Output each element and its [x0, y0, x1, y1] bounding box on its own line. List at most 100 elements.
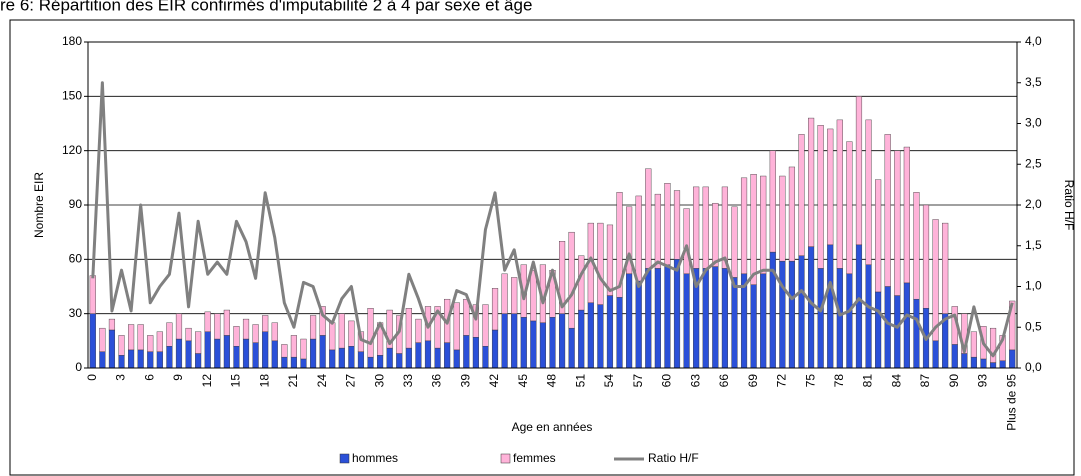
x-tick-label: 27	[344, 374, 358, 388]
bar	[511, 277, 518, 314]
y2-tick-label: 2,5	[1025, 156, 1042, 170]
y-tick-label: 120	[62, 143, 82, 157]
bar	[214, 338, 221, 369]
y2-tick-label: 3,0	[1025, 116, 1042, 130]
x-tick-label: 72	[775, 374, 789, 388]
bar	[472, 337, 479, 369]
bar	[444, 342, 451, 369]
x-tick-label: 81	[861, 374, 875, 388]
bar	[195, 331, 202, 354]
bar	[654, 268, 661, 369]
bar	[817, 268, 824, 369]
bar	[271, 340, 278, 369]
x-tick-label: 84	[889, 374, 903, 388]
bar	[386, 309, 393, 349]
bar	[760, 175, 767, 275]
bar	[530, 320, 537, 369]
bar	[491, 329, 499, 369]
bar	[290, 356, 297, 369]
bar	[252, 342, 259, 369]
y2-axis-title: Ratio H/F	[1062, 180, 1076, 231]
bar	[147, 351, 154, 369]
bar	[597, 222, 604, 305]
bar	[405, 347, 412, 369]
bar	[472, 304, 479, 338]
bar	[779, 175, 786, 262]
x-tick-label: 21	[286, 374, 300, 388]
bar	[175, 338, 183, 369]
bar	[252, 324, 259, 343]
bar	[329, 349, 336, 369]
legend-label: femmes	[513, 451, 556, 465]
bar	[386, 347, 393, 369]
bar	[865, 264, 872, 369]
bar	[645, 268, 652, 369]
bar	[865, 119, 872, 265]
bar	[128, 349, 135, 369]
bar	[223, 335, 230, 369]
bar	[338, 313, 345, 349]
x-tick-label: 36	[430, 374, 444, 388]
bar	[750, 284, 757, 369]
bar	[731, 277, 738, 369]
bar	[424, 340, 432, 369]
y2-tick-label: 0,5	[1025, 319, 1042, 333]
bar	[702, 268, 709, 369]
bar	[568, 327, 575, 369]
bar	[501, 313, 508, 369]
bar	[185, 327, 192, 342]
x-tick-label: 60	[660, 374, 674, 388]
bar	[233, 346, 240, 369]
bar	[808, 117, 815, 247]
y2-tick-label: 4,0	[1025, 34, 1042, 48]
bar	[683, 273, 690, 369]
x-tick-label: 69	[746, 374, 760, 388]
bar	[654, 193, 661, 269]
bar	[731, 206, 738, 278]
bar	[175, 313, 183, 340]
x-tick-label: 66	[717, 374, 731, 388]
bar	[300, 338, 307, 360]
bar	[118, 335, 125, 356]
bar	[693, 186, 700, 269]
bar	[836, 268, 843, 369]
bar	[453, 349, 460, 369]
bar	[530, 270, 537, 322]
x-tick-label: 75	[803, 374, 817, 388]
bar	[166, 346, 173, 369]
bar	[903, 282, 910, 369]
bar	[156, 331, 163, 352]
bar	[884, 134, 891, 287]
bar	[99, 327, 106, 352]
bar	[855, 96, 863, 246]
bar	[798, 255, 805, 369]
bar	[89, 275, 96, 314]
bar	[1009, 349, 1016, 369]
bar	[223, 309, 230, 336]
bar	[606, 295, 614, 369]
x-tick-label: 6	[142, 374, 156, 381]
bar	[108, 329, 116, 369]
bar	[549, 317, 556, 369]
bar	[942, 222, 949, 314]
bar	[309, 338, 317, 369]
bar	[999, 360, 1006, 369]
bar	[520, 317, 527, 369]
bar	[597, 304, 604, 369]
x-tick-label: 18	[257, 374, 271, 388]
x-axis-title: Age en années	[512, 420, 593, 434]
bar	[827, 128, 834, 246]
bar	[913, 298, 920, 369]
x-tick-label: 9	[171, 374, 185, 381]
bar	[664, 264, 671, 369]
bar	[242, 338, 250, 369]
bar	[281, 356, 288, 369]
y-tick-label: 0	[75, 360, 82, 374]
bar	[894, 150, 901, 296]
legend-label: Ratio H/F	[648, 451, 699, 465]
bar	[932, 340, 939, 369]
x-tick-label: 90	[947, 374, 961, 388]
bar	[932, 219, 939, 342]
bar	[846, 273, 853, 369]
